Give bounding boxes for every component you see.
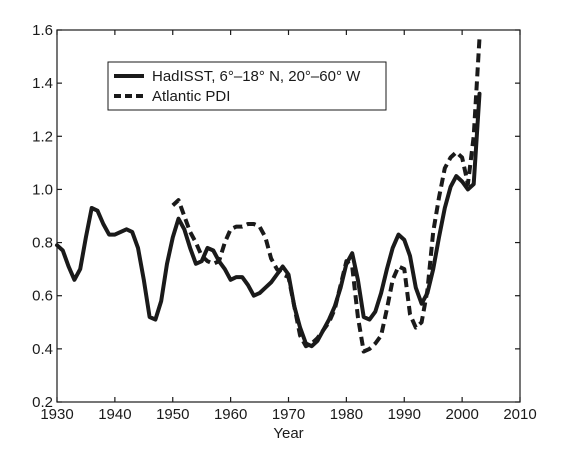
x-tick-label: 1990 bbox=[388, 406, 421, 423]
series-line-hadisst bbox=[55, 91, 482, 349]
legend-label-hadisst: HadISST, 6°–18° N, 20°–60° W bbox=[152, 68, 361, 85]
x-tick-labels: 1930 1940 1950 1960 1970 1980 1990 2000 2010 bbox=[40, 406, 536, 423]
y-tick-label: 0.6 bbox=[32, 288, 53, 305]
x-tick-label: 1980 bbox=[330, 406, 363, 423]
legend: HadISST, 6°–18° N, 20°–60° W Atlantic PD… bbox=[107, 61, 387, 111]
x-axis-title: Year bbox=[273, 425, 303, 442]
y-tick-labels: 0.2 0.4 0.6 0.8 1.0 1.2 1.4 1.6 bbox=[32, 22, 53, 411]
plot-frame bbox=[56, 29, 521, 403]
x-tick-label: 1970 bbox=[272, 406, 305, 423]
x-tick-label: 2000 bbox=[445, 406, 478, 423]
x-tick-label: 1950 bbox=[156, 406, 189, 423]
x-tick-label: 1940 bbox=[98, 406, 131, 423]
series-line-atlantic-pdi bbox=[171, 37, 482, 354]
y-tick-label: 0.4 bbox=[32, 341, 53, 358]
y-tick-label: 0.8 bbox=[32, 235, 53, 252]
legend-label-atlantic-pdi: Atlantic PDI bbox=[152, 88, 230, 105]
y-tick-label: 1.6 bbox=[32, 22, 53, 39]
x-tick-label: 1960 bbox=[214, 406, 247, 423]
x-tick-label: 2010 bbox=[503, 406, 536, 423]
x-tick-label: 1930 bbox=[40, 406, 73, 423]
legend-box bbox=[107, 61, 387, 111]
y-tick-label: 1.2 bbox=[32, 128, 53, 145]
y-tick-label: 0.2 bbox=[32, 394, 53, 411]
y-tick-label: 1.0 bbox=[32, 181, 53, 198]
y-tick-label: 1.4 bbox=[32, 75, 53, 92]
series-layer bbox=[55, 37, 482, 354]
